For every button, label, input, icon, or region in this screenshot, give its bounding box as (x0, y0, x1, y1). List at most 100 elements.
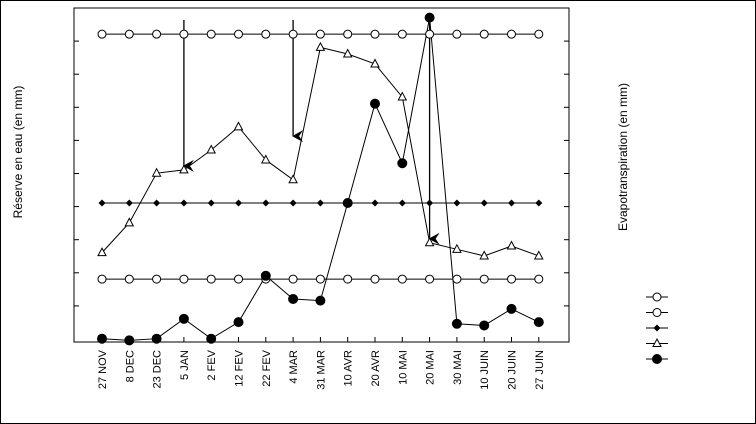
data-point-diamond (153, 199, 161, 207)
data-point-open-circle (152, 29, 162, 39)
x-tick-label: 22 FEV (261, 349, 273, 386)
data-point-open-circle (452, 274, 462, 284)
data-point-open-circle (97, 29, 107, 39)
data-point-open-triangle (179, 164, 189, 174)
data-point-diamond (289, 199, 297, 207)
data-point-filled-circle (178, 313, 189, 324)
data-point-open-circle (652, 292, 662, 302)
data-point-open-circle (397, 274, 407, 284)
data-point-filled-circle (97, 333, 107, 344)
data-point-open-circle (397, 29, 407, 39)
data-point-open-circle (152, 274, 162, 284)
data-point-open-circle (343, 29, 353, 39)
x-tick-label: 30 MAI (452, 350, 464, 385)
data-point-diamond (262, 199, 270, 207)
data-point-filled-circle (451, 318, 462, 329)
data-point-diamond (508, 199, 515, 207)
data-point-open-triangle (452, 243, 462, 253)
data-point-open-circle (652, 308, 662, 317)
data-point-open-circle (179, 29, 189, 39)
y-axis-title-left: Réserve en eau (en mm) (11, 86, 25, 219)
x-tick-label: 10 MAI (397, 350, 409, 385)
data-point-open-circle (452, 29, 462, 39)
x-tick-label: 20 JUIN (507, 350, 519, 390)
x-tick-label: 10 AVR (343, 350, 355, 387)
data-point-open-circle (315, 29, 325, 39)
x-tick-label: 4 MAR (288, 350, 300, 384)
x-tick-label: 23 DEC (152, 350, 164, 389)
data-point-filled-circle (288, 293, 299, 304)
data-point-filled-circle (315, 295, 326, 306)
data-point-open-circle (479, 274, 489, 284)
data-point-diamond (207, 199, 215, 207)
x-tick-label: 20 AVR (370, 350, 382, 387)
data-point-diamond (653, 324, 661, 332)
x-tick-label: 27 NOV (97, 349, 109, 389)
series-lines (101, 17, 540, 341)
data-point-filled-circle (506, 303, 517, 314)
data-point-filled-circle (533, 317, 544, 328)
data-point-open-circle (370, 29, 380, 39)
data-point-filled-circle (370, 98, 380, 109)
data-point-open-circle (479, 29, 489, 39)
x-tick-label: 5 JAN (179, 350, 191, 380)
data-point-open-triangle (97, 247, 107, 257)
data-point-open-circle (507, 274, 516, 284)
legend (646, 292, 668, 364)
data-point-diamond (125, 199, 133, 207)
x-tick-label: 2 FEV (206, 349, 218, 380)
data-point-open-triangle (397, 91, 408, 101)
data-point-open-circle (124, 274, 134, 284)
plot-border (73, 7, 570, 343)
data-point-filled-circle (424, 12, 435, 23)
arrow-annotations (182, 20, 440, 245)
data-point-open-circle (97, 274, 107, 284)
data-point-open-circle (534, 274, 544, 284)
data-point-filled-circle (233, 317, 244, 328)
series-line-4 (101, 46, 539, 257)
data-point-open-circle (261, 29, 271, 39)
data-point-open-circle (206, 29, 216, 39)
data-point-open-triangle (506, 240, 517, 250)
data-point-open-triangle (288, 174, 298, 184)
data-point-open-circle (425, 274, 435, 284)
data-point-open-triangle (233, 121, 244, 131)
data-point-filled-circle (652, 354, 662, 364)
data-point-filled-circle (397, 158, 408, 169)
data-point-filled-circle (124, 335, 135, 346)
data-point-filled-circle (479, 320, 490, 331)
y-axis-title-right: Evapotranspiration (en mm) (616, 83, 630, 231)
data-point-open-circle (234, 29, 243, 39)
data-point-diamond (426, 199, 434, 207)
series-line-5 (101, 17, 540, 341)
x-tick-label: 20 MAI (425, 350, 437, 385)
data-point-diamond (535, 199, 543, 207)
data-point-filled-circle (206, 333, 217, 344)
data-point-diamond (180, 199, 188, 207)
data-point-open-triangle (370, 58, 380, 68)
data-point-filled-circle (151, 333, 162, 344)
data-point-diamond (480, 199, 488, 207)
data-point-diamond (235, 199, 242, 207)
data-point-filled-circle (260, 270, 271, 281)
data-point-open-triangle (652, 337, 662, 347)
data-point-open-circle (343, 274, 353, 284)
data-point-open-circle (370, 274, 380, 284)
data-point-open-triangle (260, 154, 271, 164)
x-tick-label: 27 JUIN (534, 350, 546, 390)
x-tick-label: 10 JUIN (479, 350, 491, 390)
data-point-open-circle (124, 29, 134, 39)
data-point-open-circle (206, 274, 216, 284)
data-point-open-circle (179, 274, 189, 284)
data-point-open-circle (288, 29, 298, 39)
x-tick-labels: 27 NOV 8 DEC 23 DEC 5 JAN 2 FEV 12 FEV 22 FEV 4… (97, 349, 546, 389)
data-point-open-circle (234, 274, 243, 284)
data-point-filled-circle (342, 197, 353, 208)
data-point-open-triangle (479, 250, 490, 260)
data-point-open-triangle (151, 167, 162, 177)
data-point-diamond (98, 199, 106, 207)
data-point-open-triangle (315, 41, 326, 51)
data-point-diamond (453, 199, 461, 207)
x-tick-label: 12 FEV (234, 349, 246, 386)
